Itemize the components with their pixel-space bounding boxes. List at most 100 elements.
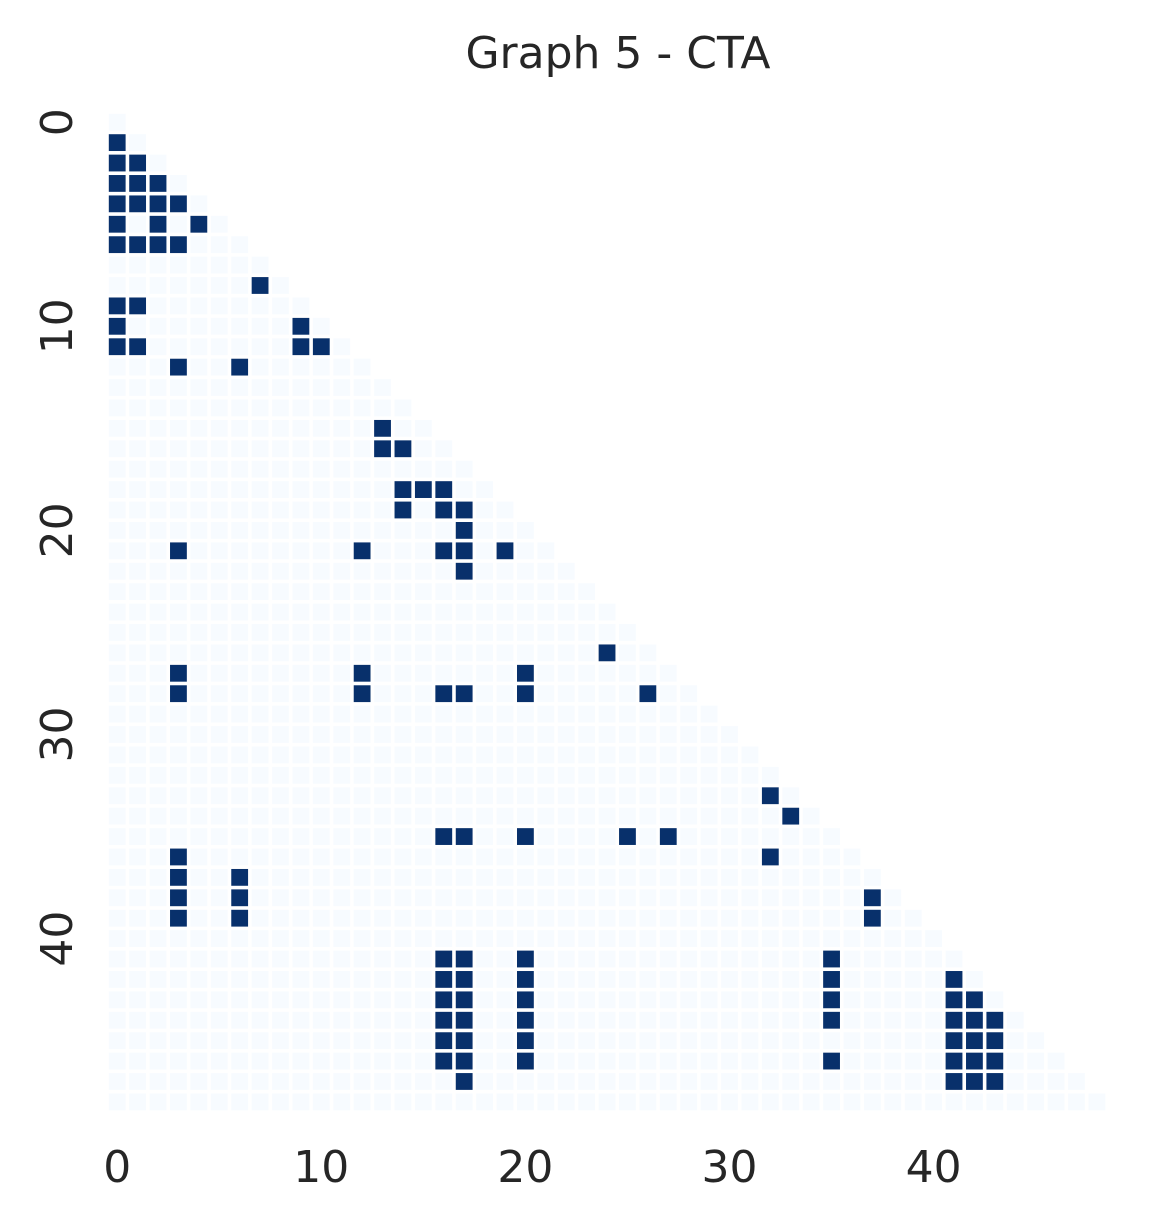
heatmap-cell-empty: [537, 1093, 555, 1111]
heatmap-cell-empty: [108, 501, 126, 519]
heatmap-cell-empty: [1047, 1073, 1065, 1090]
heatmap-cell-empty: [496, 522, 514, 539]
heatmap-cell-filled: [129, 175, 147, 192]
heatmap-cell-empty: [476, 868, 493, 886]
heatmap-cell-empty: [496, 971, 514, 988]
heatmap-cell-empty: [231, 277, 249, 294]
heatmap-cell-empty: [700, 746, 718, 764]
heatmap-cell-empty: [190, 909, 208, 927]
heatmap-cell-empty: [312, 726, 330, 743]
heatmap-cell-empty: [231, 562, 249, 580]
heatmap-cell-empty: [251, 766, 269, 784]
heatmap-cell-empty: [170, 787, 187, 805]
heatmap-cell-empty: [333, 868, 351, 886]
heatmap-cell-empty: [108, 828, 126, 845]
heatmap-cell-empty: [292, 644, 310, 662]
heatmap-cell-empty: [353, 766, 371, 784]
heatmap-cell-empty: [619, 991, 636, 1009]
heatmap-cell-empty: [353, 1093, 371, 1111]
heatmap-cell-empty: [455, 481, 473, 498]
heatmap-cell-empty: [251, 971, 269, 988]
heatmap-cell-empty: [802, 991, 820, 1009]
heatmap-cell-empty: [414, 807, 432, 825]
heatmap-cell-empty: [863, 1052, 881, 1070]
heatmap-cell-empty: [312, 828, 330, 845]
heatmap-cell-empty: [190, 868, 208, 886]
heatmap-cell-empty: [659, 1073, 677, 1090]
heatmap-cell-empty: [190, 889, 208, 907]
heatmap-cell-empty: [659, 807, 677, 825]
heatmap-cell-empty: [394, 460, 412, 478]
heatmap-cell-empty: [108, 909, 126, 927]
heatmap-cell-empty: [721, 930, 738, 948]
heatmap-cell-empty: [312, 807, 330, 825]
heatmap-cell-filled: [251, 277, 269, 294]
heatmap-cell-empty: [1088, 1093, 1106, 1111]
heatmap-cell-empty: [333, 1052, 351, 1070]
heatmap-cell-empty: [272, 460, 289, 478]
heatmap-cell-empty: [476, 664, 493, 682]
heatmap-cell-empty: [292, 889, 310, 907]
heatmap-cell-empty: [659, 889, 677, 907]
heatmap-cell-empty: [394, 1052, 412, 1070]
heatmap-cell-empty: [945, 1093, 963, 1111]
heatmap-cell-empty: [312, 848, 330, 866]
heatmap-cell-empty: [170, 399, 187, 417]
heatmap-cell-empty: [292, 828, 310, 845]
heatmap-cell-empty: [149, 889, 167, 907]
heatmap-cell-empty: [578, 1052, 596, 1070]
heatmap-cell-filled: [353, 542, 371, 560]
heatmap-cell-empty: [578, 930, 596, 948]
heatmap-cell-empty: [394, 603, 412, 621]
heatmap-cell-empty: [170, 705, 187, 723]
heatmap-cell-empty: [149, 419, 167, 437]
heatmap-cell-filled: [823, 1052, 840, 1070]
heatmap-cell-empty: [414, 1011, 432, 1029]
heatmap-cell-empty: [190, 746, 208, 764]
heatmap-cell-empty: [435, 603, 453, 621]
heatmap-cell-empty: [782, 828, 800, 845]
heatmap-cell-empty: [312, 746, 330, 764]
heatmap-cell-empty: [476, 889, 493, 907]
heatmap-cell-empty: [496, 868, 514, 886]
heatmap-cell-empty: [170, 726, 187, 743]
heatmap-cell-empty: [741, 1011, 759, 1029]
heatmap-cell-empty: [149, 664, 167, 682]
heatmap-cell-empty: [353, 562, 371, 580]
heatmap-cell-empty: [190, 950, 208, 968]
heatmap-cell-empty: [210, 889, 228, 907]
heatmap-cell-empty: [741, 930, 759, 948]
heatmap-cell-empty: [496, 1052, 514, 1070]
heatmap-cell-empty: [598, 889, 616, 907]
heatmap-cell-empty: [455, 1093, 473, 1111]
heatmap-cell-empty: [721, 1011, 738, 1029]
heatmap-cell-empty: [823, 930, 840, 948]
heatmap-cell-empty: [312, 787, 330, 805]
heatmap-cell-empty: [496, 705, 514, 723]
heatmap-cell-empty: [659, 664, 677, 682]
heatmap-cell-empty: [210, 848, 228, 866]
heatmap-cell-empty: [537, 664, 555, 682]
heatmap-cell-empty: [190, 1032, 208, 1050]
heatmap-cell-empty: [210, 440, 228, 458]
heatmap-cell-empty: [292, 950, 310, 968]
heatmap-cell-empty: [476, 991, 493, 1009]
heatmap-cell-empty: [578, 766, 596, 784]
heatmap-cell-empty: [598, 1073, 616, 1090]
heatmap-cell-empty: [823, 868, 840, 886]
heatmap-cell-empty: [557, 1073, 575, 1090]
heatmap-cell-empty: [108, 991, 126, 1009]
heatmap-cell-empty: [823, 1032, 840, 1050]
heatmap-cell-empty: [353, 746, 371, 764]
heatmap-cell-empty: [496, 562, 514, 580]
heatmap-cell-empty: [210, 522, 228, 539]
heatmap-cell-empty: [659, 950, 677, 968]
heatmap-cell-empty: [761, 1052, 779, 1070]
heatmap-cell-empty: [761, 1011, 779, 1029]
heatmap-cell-filled: [394, 440, 412, 458]
heatmap-cell-filled: [455, 1073, 473, 1090]
heatmap-cell-empty: [190, 583, 208, 601]
heatmap-cell-empty: [231, 705, 249, 723]
heatmap-cell-empty: [333, 603, 351, 621]
